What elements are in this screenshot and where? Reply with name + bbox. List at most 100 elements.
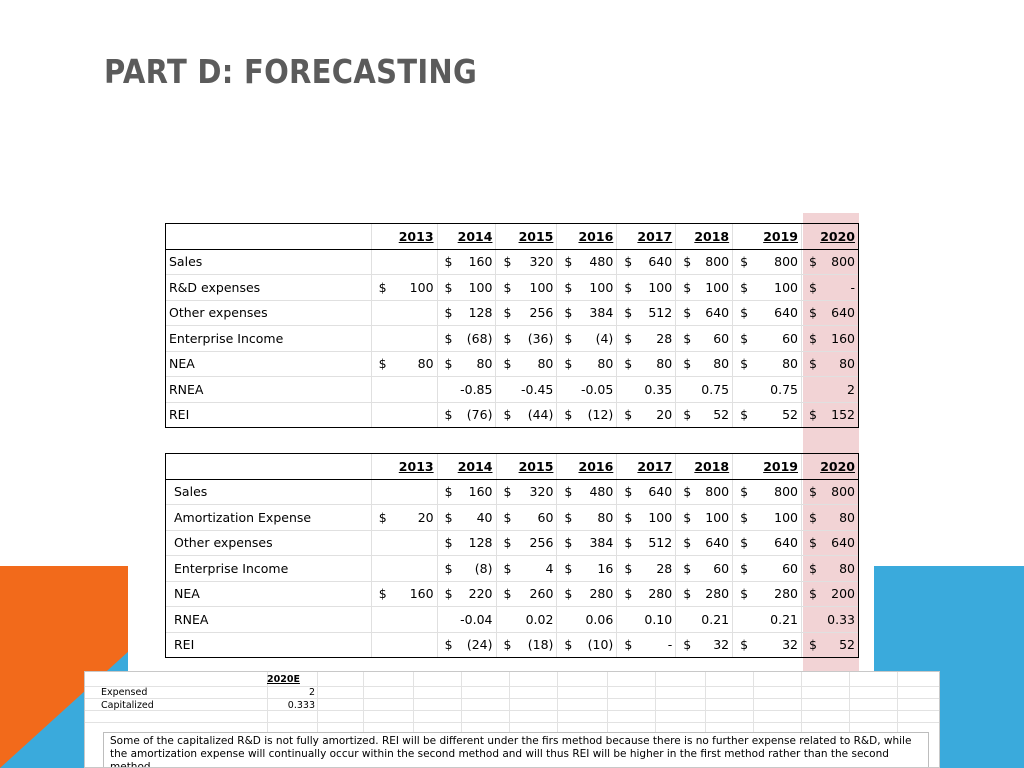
year-header: 2015 — [495, 453, 558, 480]
table-row: Other expenses $128 $256 $384 $512 $640 $640 $6… — [165, 299, 859, 326]
cell-value: 0.21 — [701, 611, 730, 627]
cell-value: 60 — [537, 509, 554, 525]
cell-value: 160 — [831, 330, 855, 346]
cell-value: 0.10 — [644, 611, 673, 627]
currency-symbol: $ — [809, 254, 817, 270]
row-label: Sales — [165, 248, 372, 275]
cell-value: 384 — [589, 535, 614, 551]
currency-symbol: $ — [444, 560, 453, 576]
header-blank-cell — [165, 223, 372, 250]
cell-value: -0.04 — [460, 611, 493, 627]
cell-value: 640 — [705, 535, 730, 551]
currency-symbol: $ — [564, 330, 573, 346]
cell-value: 0.75 — [770, 381, 798, 397]
value-cell: $80 — [801, 504, 859, 531]
year-header: 2016 — [556, 453, 618, 480]
value-cell: $80 — [675, 350, 734, 377]
value-cell: $80 — [801, 350, 859, 377]
year-header: 2018 — [675, 453, 734, 480]
cell-value: 80 — [782, 356, 798, 372]
value-cell: $16 — [556, 555, 618, 582]
value-cell — [370, 401, 438, 428]
cell-value: 800 — [705, 484, 730, 500]
summary-label-expensed: Expensed — [101, 687, 148, 698]
value-cell: $280 — [675, 580, 734, 607]
value-cell: $100 — [556, 274, 618, 301]
cell-value: 40 — [476, 509, 493, 525]
cell-value: 60 — [713, 330, 730, 346]
cell-value: 100 — [705, 509, 730, 525]
value-cell: $100 — [675, 274, 734, 301]
currency-symbol: $ — [624, 484, 633, 500]
value-cell: $80 — [370, 350, 438, 377]
cell-value: 100 — [468, 279, 493, 295]
cell-value: 16 — [597, 560, 614, 576]
cell-value: 640 — [774, 535, 798, 551]
currency-symbol: $ — [378, 279, 387, 295]
value-cell: 2 — [801, 376, 859, 403]
currency-symbol: $ — [683, 356, 692, 372]
cell-value: 640 — [648, 484, 673, 500]
cell-value: 28 — [656, 330, 673, 346]
value-cell: $ (44) — [495, 401, 558, 428]
table-row: NEA $80 $80 $80 $80 $80 $80 $80 $80 — [165, 350, 859, 377]
value-cell: $100 — [732, 274, 802, 301]
row-label: REI — [165, 401, 372, 428]
value-cell: $256 — [495, 529, 558, 556]
currency-symbol: $ — [809, 586, 817, 602]
value-cell: $80 — [801, 555, 859, 582]
cell-value: (4) — [595, 330, 614, 346]
cell-value: 100 — [409, 279, 434, 295]
table-row: Sales $160 $320 $480 $640 $800 $800 $800 — [165, 478, 859, 505]
header-row: 2013 2014 2015 2016 2017 2018 2019 2020 — [165, 453, 859, 480]
value-cell: $60 — [732, 325, 802, 352]
cell-value: 80 — [839, 509, 855, 525]
cell-value: 0.02 — [525, 611, 554, 627]
value-cell — [370, 325, 438, 352]
cell-value: 100 — [705, 279, 730, 295]
currency-symbol: $ — [444, 330, 453, 346]
currency-symbol: $ — [740, 484, 749, 500]
value-cell: $100 — [732, 504, 802, 531]
currency-symbol: $ — [444, 535, 453, 551]
currency-symbol: $ — [740, 509, 749, 525]
currency-symbol: $ — [444, 509, 453, 525]
currency-symbol: $ — [740, 279, 749, 295]
value-cell: $ - — [801, 274, 859, 301]
year-header: 2014 — [436, 453, 497, 480]
cell-value: 800 — [831, 254, 855, 270]
cell-value: - — [667, 637, 673, 653]
cell-value: (44) — [527, 407, 554, 423]
cell-value: 60 — [782, 330, 798, 346]
cell-value: 28 — [656, 560, 673, 576]
value-cell: $800 — [801, 248, 859, 275]
year-header: 2017 — [616, 453, 677, 480]
value-cell: $512 — [616, 299, 677, 326]
value-cell — [370, 631, 438, 658]
currency-symbol: $ — [564, 254, 573, 270]
cell-value: -0.05 — [580, 381, 614, 397]
value-cell — [370, 376, 438, 403]
value-cell — [370, 299, 438, 326]
cell-value: 32 — [713, 637, 730, 653]
value-cell — [370, 555, 438, 582]
value-cell: $80 — [556, 504, 618, 531]
currency-symbol: $ — [564, 356, 573, 372]
cell-value: 80 — [713, 356, 730, 372]
cell-value: 160 — [468, 484, 493, 500]
cell-value: (10) — [587, 637, 614, 653]
value-cell: -0.04 — [436, 606, 497, 633]
value-cell: $800 — [732, 478, 802, 505]
currency-symbol: $ — [683, 586, 692, 602]
currency-symbol: $ — [683, 484, 692, 500]
cell-value: 0.33 — [827, 611, 855, 627]
cell-value: 100 — [529, 279, 554, 295]
value-cell: $160 — [436, 478, 497, 505]
currency-symbol: $ — [378, 586, 387, 602]
spreadsheet-screenshot: 2013 2014 2015 2016 2017 2018 2019 2020 Sales $16… — [128, 213, 874, 673]
value-cell: $100 — [616, 274, 677, 301]
value-cell: $80 — [616, 350, 677, 377]
value-cell: 0.75 — [732, 376, 802, 403]
value-cell: -0.45 — [495, 376, 558, 403]
currency-symbol: $ — [809, 330, 817, 346]
